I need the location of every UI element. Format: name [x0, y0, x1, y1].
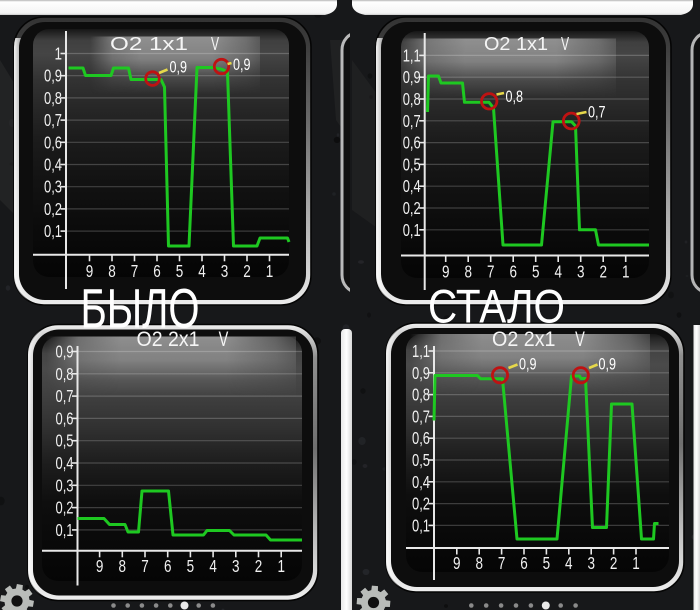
- svg-text:7: 7: [487, 262, 495, 282]
- svg-text:1: 1: [632, 553, 640, 573]
- svg-text:3: 3: [232, 556, 240, 576]
- svg-text:0,9: 0,9: [403, 67, 421, 87]
- svg-text:5: 5: [543, 553, 551, 573]
- svg-text:0,9: 0,9: [44, 66, 62, 86]
- svg-text:8: 8: [475, 553, 483, 573]
- svg-text:5: 5: [176, 261, 184, 281]
- svg-text:0,2: 0,2: [56, 498, 74, 518]
- svg-text:0,5: 0,5: [403, 154, 421, 174]
- svg-text:O2 1x1: O2 1x1: [484, 34, 548, 54]
- svg-text:6: 6: [164, 556, 172, 576]
- svg-text:1: 1: [266, 261, 274, 281]
- svg-text:9: 9: [96, 556, 104, 576]
- svg-text:0,9: 0,9: [170, 58, 188, 77]
- svg-text:0,1: 0,1: [412, 515, 430, 535]
- svg-text:3: 3: [577, 262, 585, 282]
- svg-text:1: 1: [622, 262, 630, 282]
- svg-text:V: V: [219, 327, 229, 351]
- svg-text:9: 9: [453, 553, 461, 573]
- svg-text:0,9: 0,9: [233, 55, 251, 74]
- svg-text:7: 7: [141, 556, 149, 576]
- svg-text:4: 4: [209, 556, 217, 576]
- svg-text:1: 1: [277, 556, 285, 576]
- svg-text:0,4: 0,4: [44, 155, 62, 175]
- svg-text:0,9: 0,9: [599, 355, 617, 374]
- svg-text:0,2: 0,2: [44, 199, 62, 219]
- svg-text:8: 8: [464, 262, 472, 282]
- svg-text:9: 9: [86, 261, 94, 281]
- svg-text:O2 2x1: O2 2x1: [492, 327, 556, 351]
- svg-text:0,9: 0,9: [412, 363, 430, 383]
- svg-text:0,8: 0,8: [506, 87, 524, 106]
- svg-text:2: 2: [610, 553, 618, 573]
- svg-text:0,8: 0,8: [412, 385, 430, 405]
- svg-text:0,7: 0,7: [56, 386, 74, 406]
- svg-text:0,8: 0,8: [56, 364, 74, 384]
- svg-text:0,8: 0,8: [403, 89, 421, 109]
- svg-text:0,9: 0,9: [519, 355, 537, 374]
- svg-text:1: 1: [55, 44, 63, 64]
- svg-text:6: 6: [520, 553, 528, 573]
- svg-text:2: 2: [243, 261, 251, 281]
- svg-text:0,7: 0,7: [412, 406, 430, 426]
- svg-text:0,3: 0,3: [56, 475, 74, 495]
- svg-text:7: 7: [498, 553, 506, 573]
- svg-text:0,5: 0,5: [56, 431, 74, 451]
- svg-text:7: 7: [131, 261, 139, 281]
- svg-text:0,2: 0,2: [403, 198, 421, 218]
- svg-text:1,1: 1,1: [412, 341, 430, 361]
- svg-text:5: 5: [532, 262, 540, 282]
- svg-text:V: V: [561, 34, 569, 54]
- svg-text:0,2: 0,2: [412, 494, 430, 514]
- svg-text:8: 8: [108, 261, 116, 281]
- svg-text:0,6: 0,6: [403, 133, 421, 153]
- svg-text:6: 6: [509, 262, 517, 282]
- svg-text:0,7: 0,7: [588, 103, 606, 122]
- svg-text:V: V: [575, 327, 585, 351]
- svg-text:СТАЛО: СТАЛО: [428, 281, 565, 334]
- svg-text:0,5: 0,5: [412, 450, 430, 470]
- svg-text:0,1: 0,1: [56, 520, 74, 540]
- svg-text:4: 4: [198, 261, 206, 281]
- svg-text:1,1: 1,1: [403, 45, 421, 65]
- svg-text:0,1: 0,1: [403, 220, 421, 240]
- svg-text:БЫЛО: БЫЛО: [80, 278, 199, 340]
- svg-text:0,7: 0,7: [44, 110, 62, 130]
- svg-text:4: 4: [554, 262, 562, 282]
- svg-text:3: 3: [221, 261, 229, 281]
- svg-text:0,9: 0,9: [56, 342, 74, 362]
- svg-text:2: 2: [599, 262, 607, 282]
- svg-text:9: 9: [442, 262, 450, 282]
- svg-text:0,4: 0,4: [403, 176, 421, 196]
- svg-text:0,6: 0,6: [44, 132, 62, 152]
- svg-text:0,6: 0,6: [412, 428, 430, 448]
- svg-text:O2 1x1: O2 1x1: [110, 34, 188, 54]
- svg-text:0,6: 0,6: [56, 408, 74, 428]
- svg-text:5: 5: [187, 556, 195, 576]
- svg-text:0,1: 0,1: [44, 221, 62, 241]
- svg-text:V: V: [211, 34, 219, 54]
- svg-text:2: 2: [255, 556, 263, 576]
- svg-text:6: 6: [153, 261, 161, 281]
- svg-text:0,8: 0,8: [44, 88, 62, 108]
- svg-text:8: 8: [119, 556, 127, 576]
- svg-text:3: 3: [587, 553, 595, 573]
- svg-text:0,4: 0,4: [412, 472, 430, 492]
- svg-text:0,3: 0,3: [44, 177, 62, 197]
- svg-text:4: 4: [565, 553, 573, 573]
- svg-text:0,4: 0,4: [56, 453, 74, 473]
- svg-text:0,7: 0,7: [403, 111, 421, 131]
- svg-text:O2 2x1: O2 2x1: [137, 327, 200, 351]
